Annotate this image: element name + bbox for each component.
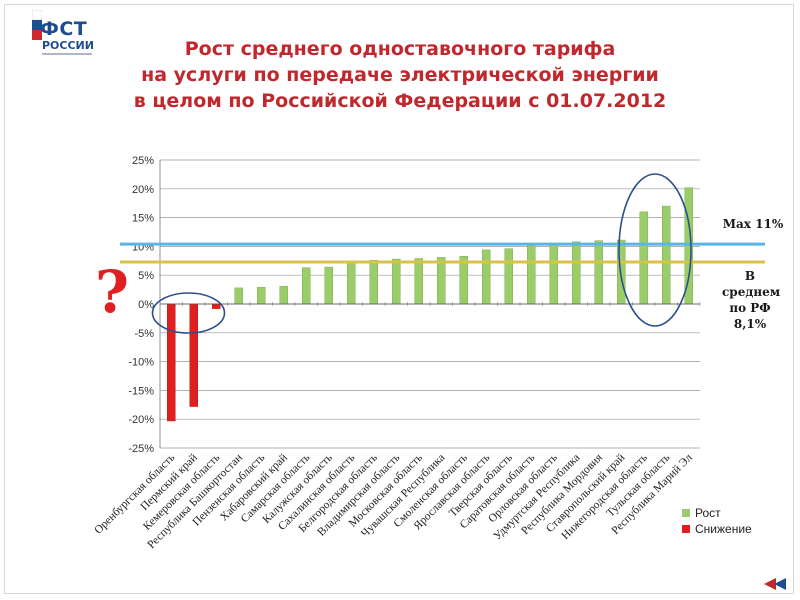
fst-logo: ФСТ РОССИИ <box>26 8 104 66</box>
title-line-3: в целом по Российской Федерации с 01.07.… <box>133 90 667 112</box>
y-tick-label: -10% <box>128 357 154 369</box>
bar <box>392 258 401 305</box>
y-tick-label: -20% <box>128 414 154 426</box>
bar <box>324 266 333 305</box>
logo-subtext: РОССИИ <box>42 39 94 52</box>
bar <box>369 259 378 305</box>
legend-item-growth: Рост <box>682 505 752 521</box>
average-annotation-line: 8,1% <box>733 317 767 331</box>
y-tick-label: 5% <box>138 270 154 282</box>
bar <box>549 244 558 305</box>
bar <box>212 303 221 309</box>
chart-legend: Рост Снижение <box>682 505 752 537</box>
average-annotation-line: В <box>744 269 756 283</box>
y-tick-label: -15% <box>128 385 154 397</box>
title-line-2: на услуги по передаче электрической энер… <box>141 64 659 86</box>
bar <box>572 241 581 305</box>
bar <box>594 240 603 305</box>
top-bars-highlight-ellipse <box>618 173 692 327</box>
legend-swatch-decline <box>682 525 690 533</box>
bar <box>482 249 491 305</box>
bar <box>279 285 288 305</box>
bar <box>527 245 536 305</box>
bar <box>504 248 513 305</box>
legend-label: Снижение <box>695 522 752 536</box>
logo-text: ФСТ <box>40 18 88 40</box>
flag-icon <box>32 10 42 40</box>
bar <box>437 257 446 305</box>
slide-frame <box>4 4 794 594</box>
y-tick-label: 20% <box>132 184 154 196</box>
bar <box>189 303 198 407</box>
bar <box>234 287 243 305</box>
y-tick-label: 0% <box>138 299 154 311</box>
legend-swatch-growth <box>682 509 690 517</box>
bar <box>347 261 356 305</box>
y-tick-label: 15% <box>132 213 154 225</box>
corner-arrow-icon <box>764 578 786 590</box>
legend-label: Рост <box>695 506 721 520</box>
logo-tagline-bar <box>42 53 92 55</box>
average-annotation: В среднем по РФ 8,1% <box>722 268 781 332</box>
legend-item-decline: Снижение <box>682 521 752 537</box>
average-annotation-line: среднем <box>722 285 781 299</box>
bar <box>257 287 266 305</box>
average-annotation-line: по РФ <box>729 301 771 315</box>
bar <box>639 211 648 305</box>
y-tick-label: -5% <box>134 328 154 340</box>
page-title: Рост среднего одноставочного тарифа на у… <box>0 36 800 114</box>
bar <box>167 303 176 422</box>
question-mark: ? <box>95 258 129 326</box>
bar <box>414 258 423 305</box>
y-tick-label: -25% <box>128 443 154 455</box>
negative-highlight-ellipse <box>151 292 226 334</box>
max-annotation: Max 11% <box>722 217 784 231</box>
y-tick-label: 25% <box>132 155 154 167</box>
bar <box>302 267 311 305</box>
bar <box>662 205 671 305</box>
title-line-1: Рост среднего одноставочного тарифа <box>184 38 616 60</box>
